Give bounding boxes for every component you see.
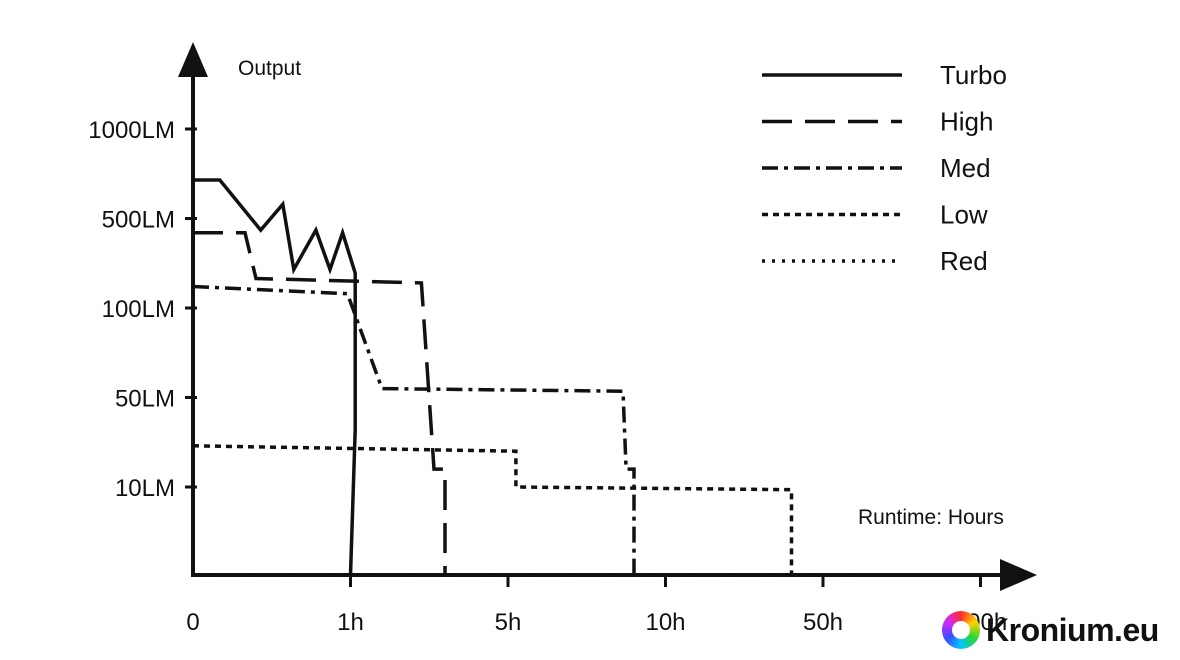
x-tick-label: 0: [186, 609, 199, 636]
x-axis-arrow-icon: [1000, 559, 1037, 591]
chart-series: [192, 178, 863, 577]
legend-label-med: Med: [940, 153, 991, 183]
x-tick-label: 10h: [645, 609, 685, 636]
watermark: Kronium.eu: [942, 608, 1159, 652]
y-tick-label: 100LM: [102, 296, 175, 323]
legend-label-red: Red: [940, 246, 988, 276]
x-tick-label: 50h: [803, 609, 843, 636]
series-line-high: [193, 231, 447, 575]
x-axis-label: Runtime: Hours: [858, 506, 1004, 529]
legend-label-high: High: [940, 107, 993, 137]
chart-legend: Turbo High Med Low Red: [762, 60, 1007, 276]
y-axis-label: Output: [238, 57, 301, 80]
chart-axes: [178, 42, 1037, 591]
x-tick-label: 1h: [337, 609, 364, 636]
series-line-turbo: [193, 178, 357, 576]
legend-label-low: Low: [940, 200, 988, 230]
y-axis-arrow-icon: [178, 42, 208, 77]
kronium-logo-icon: [942, 611, 980, 649]
y-tick-label: 1000LM: [88, 117, 175, 144]
series-line-med: [192, 284, 636, 575]
y-tick-label: 10LM: [115, 475, 175, 502]
series-line-low: [192, 444, 794, 575]
y-tick-label: 50LM: [115, 386, 175, 413]
y-tick-label: 500LM: [102, 207, 175, 234]
legend-label-turbo: Turbo: [940, 60, 1007, 90]
x-tick-label: 5h: [495, 609, 522, 636]
watermark-text: Kronium.eu: [986, 611, 1159, 648]
